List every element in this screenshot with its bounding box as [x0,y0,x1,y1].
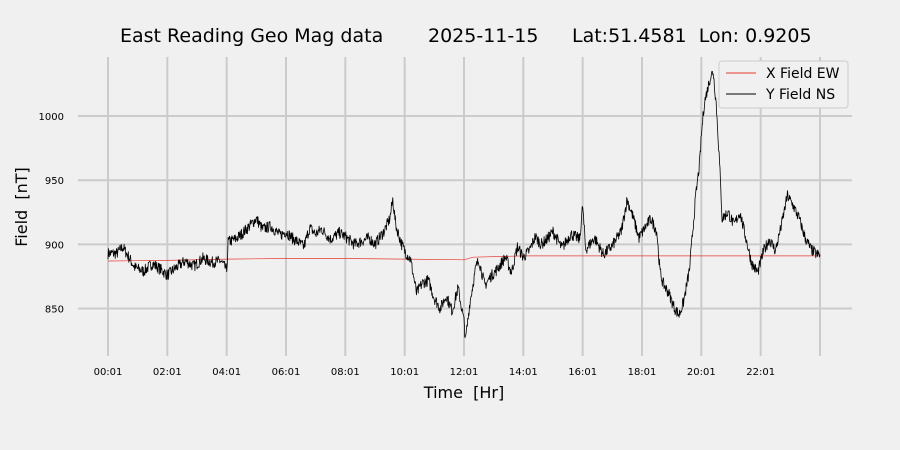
x-tick-label: 12:01 [450,367,479,378]
x-tick-label: 00:01 [94,367,123,378]
chart-title-coords: Lat:51.4581 Lon: 0.9205 [572,25,812,47]
grid [78,57,852,356]
legend-label-y-field: Y Field NS [765,87,835,103]
y-tick-label: 850 [45,305,64,316]
chart-title-name: East Reading Geo Mag data [120,25,383,47]
legend: X Field EW Y Field NS [718,60,849,109]
x-tick-label: 22:01 [746,367,775,378]
y-tick-label: 950 [45,176,64,187]
y-axis-label: Field [nT] [12,167,31,247]
y-tick-label: 1000 [39,112,64,123]
tick-labels: 850 900 950 1000 00:01 02:01 04:01 06:01 08:01 10… [39,112,776,378]
x-axis-label: Time [Hr] [423,383,504,402]
x-tick-label: 06:01 [272,367,301,378]
y-tick-label: 900 [45,240,64,251]
x-tick-label: 08:01 [331,367,360,378]
x-tick-label: 04:01 [212,367,241,378]
x-tick-label: 20:01 [687,367,716,378]
x-tick-label: 14:01 [509,367,538,378]
series-line-y-field [107,70,821,339]
chart-title-date: 2025-11-15 [428,25,538,47]
x-tick-label: 16:01 [568,367,597,378]
x-tick-label: 10:01 [390,367,419,378]
series-line-x-field [107,255,820,262]
x-tick-label: 02:01 [153,367,182,378]
chart-title: East Reading Geo Mag data 2025-11-15 Lat… [120,25,812,47]
x-tick-label: 18:01 [628,367,657,378]
legend-label-x-field: X Field EW [766,66,840,82]
series-lines [107,70,821,339]
